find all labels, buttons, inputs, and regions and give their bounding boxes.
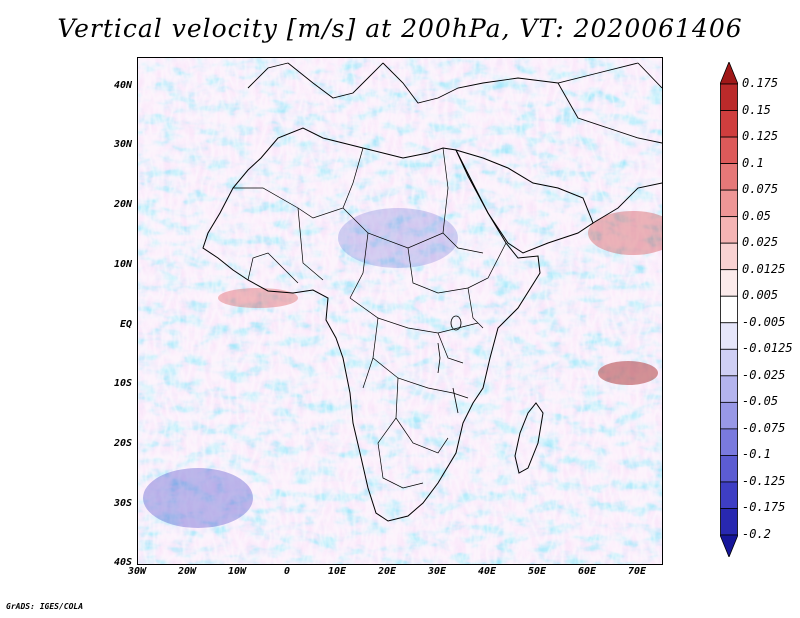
colorbar-tick-label: -0.025 [742,367,786,382]
colorbar-tick-label: -0.125 [742,473,786,488]
lon-label-20w: 20W [177,566,197,577]
colorbar-tick-label: -0.0125 [742,341,793,356]
colorbar [720,62,738,557]
colorbar-tick-label: -0.1 [742,447,771,462]
colorbar-segment [720,481,738,509]
blue-patch-sahel [338,208,458,268]
lat-label-10n: 10N [113,259,132,270]
lat-label-30n: 30N [113,139,132,150]
colorbar-segment [720,508,738,536]
lon-label-10e: 10E [327,566,347,577]
grads-credit: GrADS: IGES/COLA [6,602,84,611]
colorbar-tick-label: -0.2 [742,527,771,541]
colorbar-tick-label: 0.125 [742,129,779,144]
colorbar-segment [720,322,738,350]
colorbar-segment [720,269,738,297]
colorbar-tick-label: 0.05 [742,208,771,223]
blue-patch-south-atlantic [143,468,253,528]
map-plot-area [137,57,663,565]
colorbar-tick-label: 0.0125 [742,261,786,276]
coastline-africa [202,127,541,522]
colorbar-tick-label: 0.1 [742,155,764,170]
red-patch-indian-ocean [598,361,658,385]
coastline-madagascar [514,402,544,474]
colorbar-segment [720,189,738,218]
lat-label-40n: 40N [113,80,132,91]
colorbar-segment [720,136,738,164]
lat-label-eq: EQ [119,319,132,330]
colorbar-top-arrow [720,62,738,85]
lat-label-40s: 40S [113,557,132,568]
red-patch-gulf-of-guinea [218,288,298,308]
lat-label-20n: 20N [113,199,132,210]
colorbar-segment [720,348,738,377]
colorbar-tick-label: 0.005 [742,288,779,303]
field-streaks [138,58,662,564]
lon-label-60e: 60E [577,566,597,577]
colorbar-tick-label: 0.075 [742,182,779,197]
lat-label-20s: 20S [113,438,132,449]
coastline-europe [247,62,662,224]
lat-label-10s: 10S [113,378,132,389]
lon-label-30e: 30E [427,566,447,577]
lakes [437,315,462,414]
colorbar-tick-label: -0.075 [742,420,786,435]
lon-label-70e: 70E [627,566,647,577]
colorbar-tick-label: -0.05 [742,394,779,409]
colorbar-segment [720,110,738,138]
lon-label-40e: 40E [477,566,497,577]
colorbar-segment [720,295,738,324]
colorbar-tick-label: 0.175 [742,76,779,90]
velocity-field-map [138,58,662,564]
colorbar-segment [720,242,738,271]
lat-label-30s: 30S [113,498,132,509]
colorbar-tick-label: -0.175 [742,500,786,515]
country-borders [233,147,507,489]
colorbar-bottom-arrow [720,534,738,557]
colorbar-segment [720,163,738,191]
colorbar-segment [720,216,738,244]
colorbar-tick-label: 0.025 [742,235,779,250]
lon-label-20e: 20E [377,566,397,577]
lon-label-30w: 30W [127,566,147,577]
lon-label-50e: 50E [527,566,547,577]
colorbar-segment [720,83,738,111]
colorbar-segment [720,455,738,483]
chart-title: Vertical velocity [m/s] at 200hPa, VT: 2… [57,14,743,43]
lon-label-10w: 10W [227,566,247,577]
colorbar-segment [720,375,738,403]
red-patch-arabian-sea [588,211,662,255]
colorbar-segment [720,428,738,456]
colorbar-tick-label: 0.15 [742,102,771,117]
colorbar-segment [720,401,738,430]
colorbar-tick-label: -0.005 [742,314,786,329]
lon-label-0: 0 [283,566,291,577]
